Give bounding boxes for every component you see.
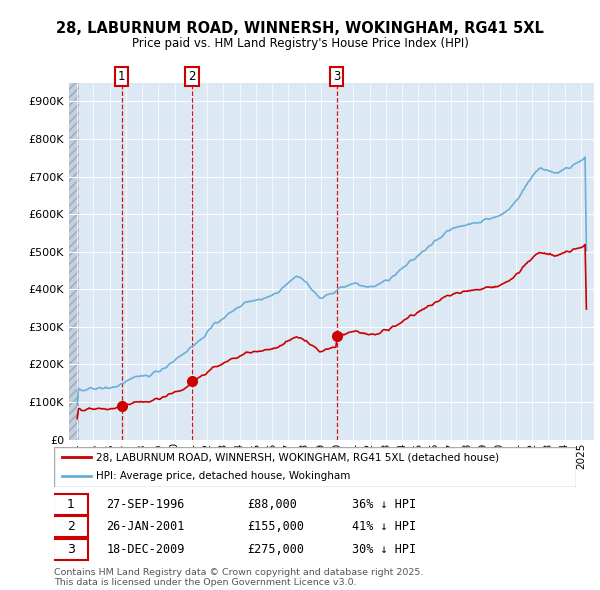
Text: 28, LABURNUM ROAD, WINNERSH, WOKINGHAM, RG41 5XL: 28, LABURNUM ROAD, WINNERSH, WOKINGHAM, …	[56, 21, 544, 35]
Text: 18-DEC-2009: 18-DEC-2009	[106, 543, 185, 556]
FancyBboxPatch shape	[53, 494, 88, 515]
Text: £155,000: £155,000	[247, 520, 304, 533]
Text: 2: 2	[188, 70, 196, 83]
Text: 1: 1	[67, 498, 74, 511]
Text: 41% ↓ HPI: 41% ↓ HPI	[352, 520, 416, 533]
Text: 1: 1	[118, 70, 125, 83]
Text: 30% ↓ HPI: 30% ↓ HPI	[352, 543, 416, 556]
Text: 36% ↓ HPI: 36% ↓ HPI	[352, 498, 416, 511]
FancyBboxPatch shape	[54, 447, 576, 487]
Text: £275,000: £275,000	[247, 543, 304, 556]
Text: £88,000: £88,000	[247, 498, 297, 511]
Text: 3: 3	[333, 70, 340, 83]
FancyBboxPatch shape	[53, 539, 88, 559]
Text: 27-SEP-1996: 27-SEP-1996	[106, 498, 185, 511]
Text: 26-JAN-2001: 26-JAN-2001	[106, 520, 185, 533]
Text: Contains HM Land Registry data © Crown copyright and database right 2025.
This d: Contains HM Land Registry data © Crown c…	[54, 568, 424, 587]
Text: Price paid vs. HM Land Registry's House Price Index (HPI): Price paid vs. HM Land Registry's House …	[131, 37, 469, 50]
Text: HPI: Average price, detached house, Wokingham: HPI: Average price, detached house, Woki…	[96, 471, 350, 481]
Text: 3: 3	[67, 543, 74, 556]
FancyBboxPatch shape	[53, 516, 88, 537]
Text: 2: 2	[67, 520, 74, 533]
Text: 28, LABURNUM ROAD, WINNERSH, WOKINGHAM, RG41 5XL (detached house): 28, LABURNUM ROAD, WINNERSH, WOKINGHAM, …	[96, 453, 499, 463]
